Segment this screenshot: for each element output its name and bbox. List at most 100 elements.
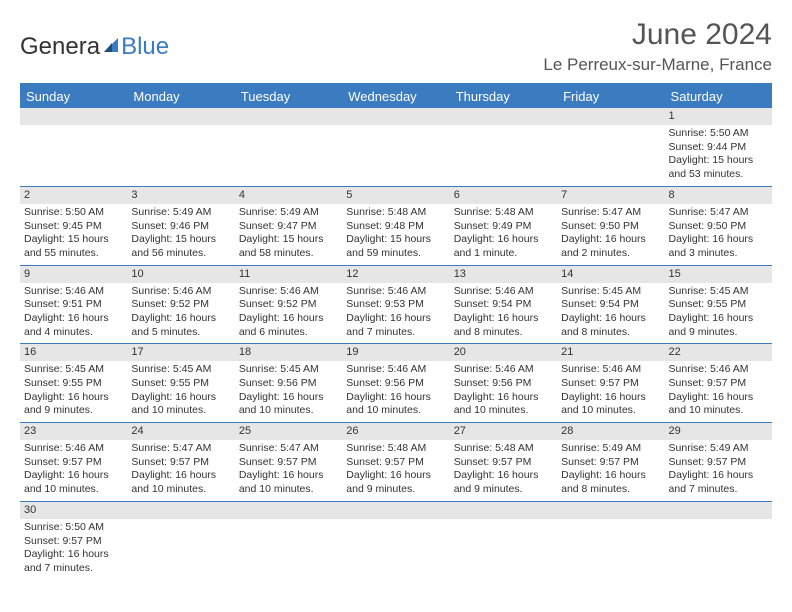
day-number: 6 xyxy=(450,187,557,204)
day-number: 1 xyxy=(665,108,772,125)
detail-line: Sunset: 9:44 PM xyxy=(669,141,768,155)
calendar-week-row: 23Sunrise: 5:46 AMSunset: 9:57 PMDayligh… xyxy=(20,423,772,502)
detail-line: Daylight: 16 hours xyxy=(454,312,553,326)
detail-line: Sunset: 9:55 PM xyxy=(669,298,768,312)
detail-line: Sunrise: 5:45 AM xyxy=(131,363,230,377)
detail-line: Sunrise: 5:46 AM xyxy=(669,363,768,377)
day-number: 26 xyxy=(342,423,449,440)
logo-text-1: Genera xyxy=(20,33,100,61)
day-details: Sunrise: 5:48 AMSunset: 9:57 PMDaylight:… xyxy=(342,440,449,501)
detail-line: Daylight: 16 hours xyxy=(24,469,123,483)
day-details: Sunrise: 5:46 AMSunset: 9:57 PMDaylight:… xyxy=(665,361,772,422)
detail-line: and 7 minutes. xyxy=(24,562,123,576)
detail-line: Daylight: 15 hours xyxy=(131,233,230,247)
month-title: June 2024 xyxy=(543,18,772,51)
day-details: Sunrise: 5:45 AMSunset: 9:55 PMDaylight:… xyxy=(20,361,127,422)
day-number xyxy=(342,502,449,519)
calendar-cell xyxy=(557,501,664,579)
detail-line: Sunrise: 5:46 AM xyxy=(131,285,230,299)
day-number: 21 xyxy=(557,344,664,361)
detail-line: Sunset: 9:55 PM xyxy=(24,377,123,391)
day-details: Sunrise: 5:48 AMSunset: 9:57 PMDaylight:… xyxy=(450,440,557,501)
day-details xyxy=(20,125,127,131)
detail-line: Sunset: 9:51 PM xyxy=(24,298,123,312)
detail-line: Sunset: 9:57 PM xyxy=(131,456,230,470)
detail-line: and 10 minutes. xyxy=(131,483,230,497)
detail-line: Daylight: 16 hours xyxy=(239,312,338,326)
calendar-cell: 17Sunrise: 5:45 AMSunset: 9:55 PMDayligh… xyxy=(127,344,234,423)
detail-line: Daylight: 16 hours xyxy=(131,469,230,483)
logo-text-2: Blue xyxy=(121,33,169,61)
calendar-cell: 26Sunrise: 5:48 AMSunset: 9:57 PMDayligh… xyxy=(342,423,449,502)
detail-line: and 7 minutes. xyxy=(669,483,768,497)
calendar-cell xyxy=(450,108,557,186)
day-details: Sunrise: 5:46 AMSunset: 9:52 PMDaylight:… xyxy=(127,283,234,344)
calendar-cell xyxy=(450,501,557,579)
detail-line: Sunrise: 5:45 AM xyxy=(669,285,768,299)
calendar-cell: 8Sunrise: 5:47 AMSunset: 9:50 PMDaylight… xyxy=(665,186,772,265)
detail-line: Sunrise: 5:45 AM xyxy=(24,363,123,377)
day-number: 12 xyxy=(342,266,449,283)
day-details: Sunrise: 5:49 AMSunset: 9:57 PMDaylight:… xyxy=(665,440,772,501)
detail-line: Sunset: 9:52 PM xyxy=(239,298,338,312)
detail-line: Daylight: 16 hours xyxy=(131,312,230,326)
detail-line: and 56 minutes. xyxy=(131,247,230,261)
calendar-cell: 6Sunrise: 5:48 AMSunset: 9:49 PMDaylight… xyxy=(450,186,557,265)
calendar-cell: 15Sunrise: 5:45 AMSunset: 9:55 PMDayligh… xyxy=(665,265,772,344)
day-details: Sunrise: 5:47 AMSunset: 9:50 PMDaylight:… xyxy=(557,204,664,265)
day-details: Sunrise: 5:50 AMSunset: 9:44 PMDaylight:… xyxy=(665,125,772,186)
day-number: 14 xyxy=(557,266,664,283)
weekday-sunday: Sunday xyxy=(20,84,127,108)
day-details: Sunrise: 5:46 AMSunset: 9:51 PMDaylight:… xyxy=(20,283,127,344)
detail-line: Sunset: 9:57 PM xyxy=(454,456,553,470)
calendar-week-row: 9Sunrise: 5:46 AMSunset: 9:51 PMDaylight… xyxy=(20,265,772,344)
calendar-cell xyxy=(557,108,664,186)
day-number: 22 xyxy=(665,344,772,361)
detail-line: Daylight: 16 hours xyxy=(561,312,660,326)
detail-line: Daylight: 16 hours xyxy=(669,312,768,326)
day-details: Sunrise: 5:45 AMSunset: 9:56 PMDaylight:… xyxy=(235,361,342,422)
day-details xyxy=(342,519,449,525)
detail-line: Sunrise: 5:48 AM xyxy=(454,442,553,456)
day-number xyxy=(557,108,664,125)
day-details: Sunrise: 5:47 AMSunset: 9:50 PMDaylight:… xyxy=(665,204,772,265)
calendar-cell: 13Sunrise: 5:46 AMSunset: 9:54 PMDayligh… xyxy=(450,265,557,344)
day-details: Sunrise: 5:47 AMSunset: 9:57 PMDaylight:… xyxy=(127,440,234,501)
calendar-cell: 3Sunrise: 5:49 AMSunset: 9:46 PMDaylight… xyxy=(127,186,234,265)
calendar-cell xyxy=(20,108,127,186)
detail-line: Sunset: 9:48 PM xyxy=(346,220,445,234)
detail-line: Sunrise: 5:49 AM xyxy=(561,442,660,456)
day-number xyxy=(235,502,342,519)
day-details xyxy=(665,519,772,525)
detail-line: Sunrise: 5:50 AM xyxy=(24,206,123,220)
detail-line: Sunset: 9:57 PM xyxy=(24,456,123,470)
calendar-week-row: 16Sunrise: 5:45 AMSunset: 9:55 PMDayligh… xyxy=(20,344,772,423)
day-number: 7 xyxy=(557,187,664,204)
detail-line: Sunset: 9:53 PM xyxy=(346,298,445,312)
day-details: Sunrise: 5:46 AMSunset: 9:56 PMDaylight:… xyxy=(450,361,557,422)
day-details: Sunrise: 5:49 AMSunset: 9:47 PMDaylight:… xyxy=(235,204,342,265)
detail-line: Daylight: 16 hours xyxy=(346,312,445,326)
day-details: Sunrise: 5:46 AMSunset: 9:57 PMDaylight:… xyxy=(20,440,127,501)
detail-line: and 10 minutes. xyxy=(669,404,768,418)
detail-line: Daylight: 16 hours xyxy=(669,233,768,247)
detail-line: Sunrise: 5:45 AM xyxy=(561,285,660,299)
detail-line: Sunset: 9:57 PM xyxy=(346,456,445,470)
detail-line: and 10 minutes. xyxy=(131,404,230,418)
day-details: Sunrise: 5:50 AMSunset: 9:45 PMDaylight:… xyxy=(20,204,127,265)
calendar-cell: 18Sunrise: 5:45 AMSunset: 9:56 PMDayligh… xyxy=(235,344,342,423)
detail-line: Daylight: 15 hours xyxy=(239,233,338,247)
detail-line: Daylight: 16 hours xyxy=(561,391,660,405)
detail-line: and 10 minutes. xyxy=(454,404,553,418)
calendar-cell: 23Sunrise: 5:46 AMSunset: 9:57 PMDayligh… xyxy=(20,423,127,502)
day-details xyxy=(557,125,664,131)
calendar-cell: 21Sunrise: 5:46 AMSunset: 9:57 PMDayligh… xyxy=(557,344,664,423)
detail-line: and 9 minutes. xyxy=(669,326,768,340)
calendar-cell xyxy=(235,108,342,186)
weekday-friday: Friday xyxy=(557,84,664,108)
detail-line: and 58 minutes. xyxy=(239,247,338,261)
detail-line: Sunset: 9:57 PM xyxy=(669,456,768,470)
detail-line: and 2 minutes. xyxy=(561,247,660,261)
detail-line: Sunrise: 5:48 AM xyxy=(346,442,445,456)
detail-line: and 10 minutes. xyxy=(346,404,445,418)
